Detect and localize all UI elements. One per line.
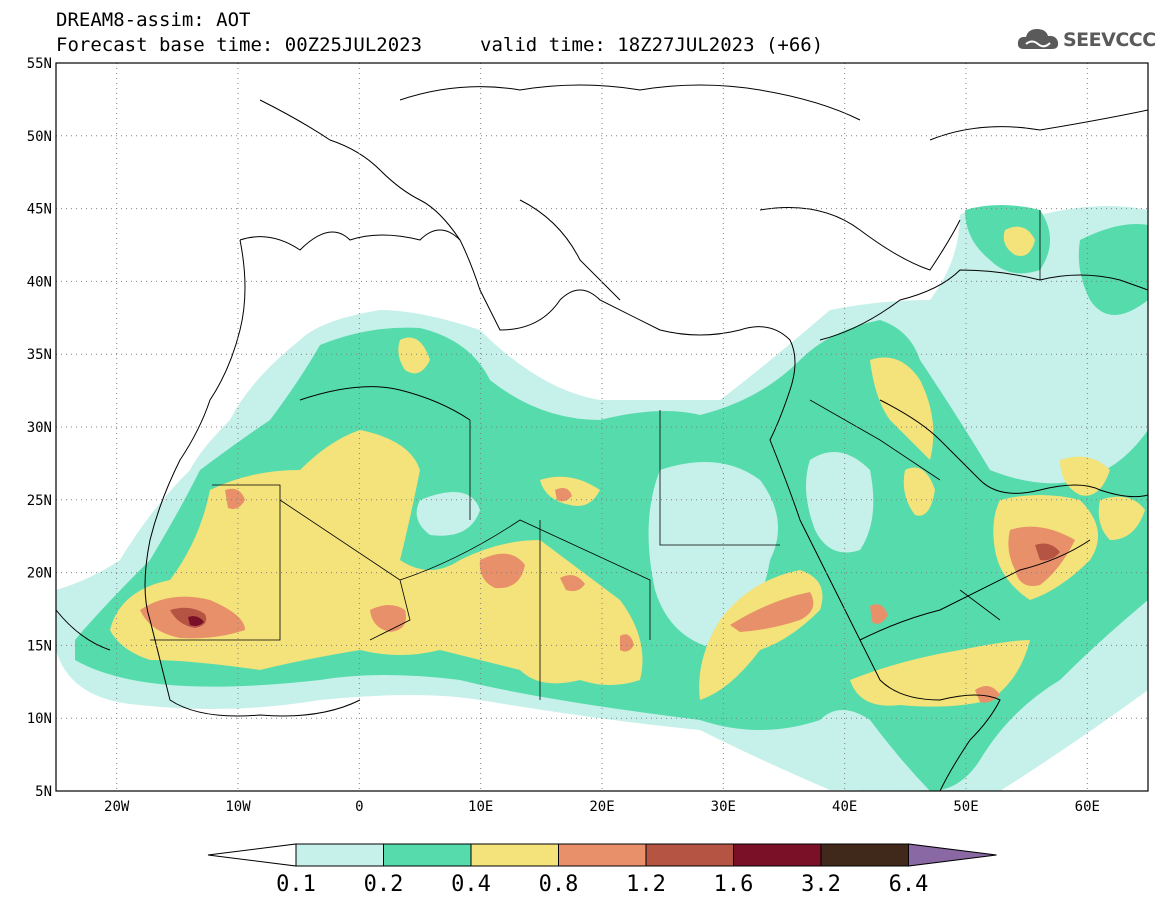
lon-tick-label: 10W	[225, 799, 251, 815]
colorbar-label: 6.4	[889, 872, 929, 897]
lat-tick-label: 10N	[27, 711, 52, 727]
lat-tick-label: 55N	[27, 56, 52, 72]
longitude-labels: 20W 10W 0 10E 20E 30E 40E 50E 60E	[104, 799, 1100, 815]
country-borders	[150, 210, 1041, 700]
map-frame	[55, 62, 1149, 792]
lon-tick-label: 10E	[468, 799, 493, 815]
lon-tick-label: 20E	[589, 799, 614, 815]
colorbar-over-triangle	[908, 843, 997, 867]
forecast-base-time: Forecast base time: 00Z25JUL2023	[56, 34, 423, 56]
lat-tick-label: 15N	[27, 638, 52, 654]
colorbar-swatch	[820, 843, 909, 867]
lon-tick-label: 20W	[104, 799, 130, 815]
logo-text: SEEVCCC	[1063, 29, 1156, 51]
colorbar: 0.1 0.2 0.4 0.8 1.2 1.6 3.2 6.4	[207, 843, 997, 897]
lat-tick-label: 35N	[27, 347, 52, 363]
colorbar-swatch	[383, 843, 472, 867]
lat-tick-label: 40N	[27, 274, 52, 290]
lat-tick-label: 50N	[27, 129, 52, 145]
colorbar-label: 0.4	[451, 872, 491, 897]
lat-tick-label: 5N	[35, 784, 52, 800]
lon-tick-label: 40E	[832, 799, 857, 815]
lon-tick-label: 0	[355, 799, 363, 815]
colorbar-swatch	[470, 843, 559, 867]
lon-tick-label: 50E	[953, 799, 978, 815]
lat-tick-label: 30N	[27, 420, 52, 436]
colorbar-label: 1.6	[714, 872, 754, 897]
seevccc-logo: SEEVCCC	[1016, 24, 1156, 58]
lon-tick-label: 60E	[1075, 799, 1100, 815]
latitude-labels: 55N 50N 45N 40N 35N 30N 25N 20N 15N 10N 5N	[27, 56, 52, 800]
aot-level-1.6	[188, 616, 204, 626]
colorbar-label: 0.2	[364, 872, 404, 897]
aot-field	[56, 205, 1148, 791]
cloud-icon	[1017, 29, 1059, 49]
colorbar-swatch	[558, 843, 647, 867]
colorbar-swatch	[295, 843, 384, 867]
colorbar-label: 3.2	[801, 872, 841, 897]
lat-tick-label: 45N	[27, 202, 52, 218]
colorbar-swatch	[733, 843, 822, 867]
colorbar-swatch	[645, 843, 734, 867]
map-title: DREAM8-assim: AOT	[56, 9, 251, 31]
gridlines	[56, 63, 1148, 791]
colorbar-under-triangle	[207, 843, 297, 867]
coastlines	[56, 84, 1148, 791]
valid-time: valid time: 18Z27JUL2023 (+66)	[480, 34, 824, 56]
colorbar-label: 0.1	[276, 872, 316, 897]
lat-tick-label: 20N	[27, 566, 52, 582]
colorbar-label: 1.2	[626, 872, 666, 897]
lat-tick-label: 25N	[27, 493, 52, 509]
lon-tick-label: 30E	[711, 799, 736, 815]
colorbar-label: 0.8	[539, 872, 579, 897]
